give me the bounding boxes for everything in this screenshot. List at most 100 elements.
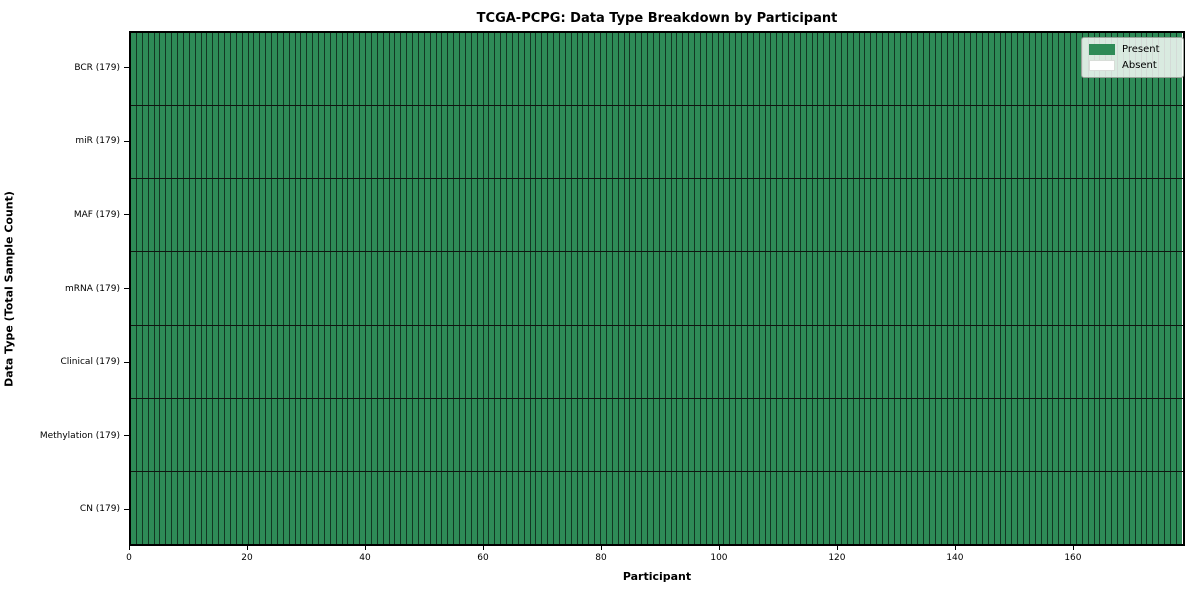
heatmap-cell-present <box>159 471 166 544</box>
heatmap-cell-present <box>400 106 407 179</box>
heatmap-cell-present <box>464 398 471 471</box>
heatmap-cell-present <box>670 325 677 398</box>
heatmap-cell-present <box>435 179 442 252</box>
heatmap-cell-present <box>676 33 683 106</box>
heatmap-cell-present <box>464 179 471 252</box>
heatmap-cell-present <box>694 179 700 252</box>
heatmap-cell-present <box>511 33 518 106</box>
x-tick-mark <box>482 546 484 550</box>
heatmap-cell-present <box>535 179 542 252</box>
heatmap-cell-present <box>259 33 266 106</box>
heatmap-cell-present <box>647 398 653 471</box>
heatmap-cell-present <box>1169 471 1176 544</box>
heatmap-cell-present <box>793 106 800 179</box>
heatmap-cell-present <box>570 33 577 106</box>
heatmap-cell-present <box>153 325 160 398</box>
heatmap-cell-present <box>365 398 371 471</box>
heatmap-cell-present <box>494 106 501 179</box>
heatmap-cell-present <box>153 33 160 106</box>
heatmap-cell-present <box>564 471 571 544</box>
heatmap-cell-present <box>788 325 794 398</box>
heatmap-cell-present <box>312 106 318 179</box>
heatmap-cell-present <box>600 33 606 106</box>
legend-swatch-absent <box>1089 60 1115 71</box>
heatmap-cell-present <box>970 471 976 544</box>
heatmap-cell-present <box>135 179 142 252</box>
heatmap-cell-present <box>165 179 172 252</box>
heatmap-cell-present <box>641 106 647 179</box>
heatmap-cell-present <box>312 179 318 252</box>
heatmap-cell-present <box>911 398 918 471</box>
heatmap-cell-present <box>1152 179 1159 252</box>
heatmap-cell-present <box>600 398 606 471</box>
heatmap-cell-present <box>976 106 982 179</box>
heatmap-cell-present <box>441 252 448 325</box>
heatmap-cell-present <box>541 471 548 544</box>
heatmap-cell-present <box>535 252 542 325</box>
heatmap-cell-present <box>306 33 313 106</box>
heatmap-cell-present <box>793 471 800 544</box>
heatmap-cell-present <box>970 33 976 106</box>
heatmap-cell-present <box>282 325 289 398</box>
heatmap-cell-present <box>335 33 342 106</box>
heatmap-cell-present <box>864 33 871 106</box>
heatmap-cell-present <box>741 471 747 544</box>
heatmap-cell-present <box>1117 325 1123 398</box>
heatmap-cell-present <box>141 325 148 398</box>
heatmap-cell-present <box>1005 325 1012 398</box>
heatmap-row-mrna <box>131 251 1183 325</box>
heatmap-cell-present <box>652 252 659 325</box>
heatmap-cell-present <box>153 471 160 544</box>
heatmap-cell-present <box>435 398 442 471</box>
heatmap-cell-present <box>253 179 260 252</box>
heatmap-cell-present <box>882 252 888 325</box>
heatmap-cell-present <box>617 325 624 398</box>
heatmap-cell-present <box>1093 471 1100 544</box>
heatmap-cell-present <box>629 471 636 544</box>
heatmap-cell-present <box>312 252 318 325</box>
heatmap-cell-present <box>165 325 172 398</box>
heatmap-cell-present <box>1028 106 1035 179</box>
heatmap-cell-present <box>1117 252 1123 325</box>
heatmap-cell-present <box>940 471 947 544</box>
heatmap-cell-present <box>764 398 771 471</box>
heatmap-cell-present <box>329 325 336 398</box>
heatmap-cell-present <box>1164 252 1170 325</box>
heatmap-cell-present <box>153 106 160 179</box>
heatmap-cell-present <box>958 325 965 398</box>
heatmap-cell-present <box>394 33 401 106</box>
heatmap-cell-present <box>1034 471 1041 544</box>
heatmap-cell-present <box>470 33 477 106</box>
x-tick-label: 140 <box>946 553 964 563</box>
heatmap-cell-present <box>394 179 401 252</box>
heatmap-cell-present <box>547 33 553 106</box>
heatmap-cell-present <box>1134 106 1141 179</box>
heatmap-cell-present <box>1070 252 1076 325</box>
heatmap-cell-present <box>1111 106 1117 179</box>
heatmap-cell-present <box>212 179 219 252</box>
heatmap-cell-present <box>259 179 266 252</box>
heatmap-cell-present <box>688 325 694 398</box>
heatmap-cell-present <box>288 252 295 325</box>
heatmap-cell-present <box>811 106 818 179</box>
heatmap-cell-present <box>958 33 965 106</box>
heatmap-cell-present <box>923 33 929 106</box>
heatmap-cell-present <box>852 471 859 544</box>
heatmap-cell-present <box>1075 325 1082 398</box>
heatmap-cell-present <box>359 325 365 398</box>
heatmap-cell-present <box>171 33 177 106</box>
heatmap-cell-present <box>353 398 360 471</box>
heatmap-cell-present <box>529 179 536 252</box>
heatmap-cell-present <box>529 33 536 106</box>
heatmap-cell-present <box>547 179 553 252</box>
heatmap-cell-present <box>946 179 953 252</box>
heatmap-cell-present <box>952 179 959 252</box>
heatmap-cell-present <box>282 252 289 325</box>
heatmap-cell-present <box>694 106 700 179</box>
heatmap-cell-present <box>282 179 289 252</box>
heatmap-cell-present <box>1099 398 1106 471</box>
heatmap-row-mir <box>131 105 1183 179</box>
heatmap-cell-present <box>511 325 518 398</box>
heatmap-cell-present <box>276 106 283 179</box>
heatmap-cell-present <box>359 179 365 252</box>
